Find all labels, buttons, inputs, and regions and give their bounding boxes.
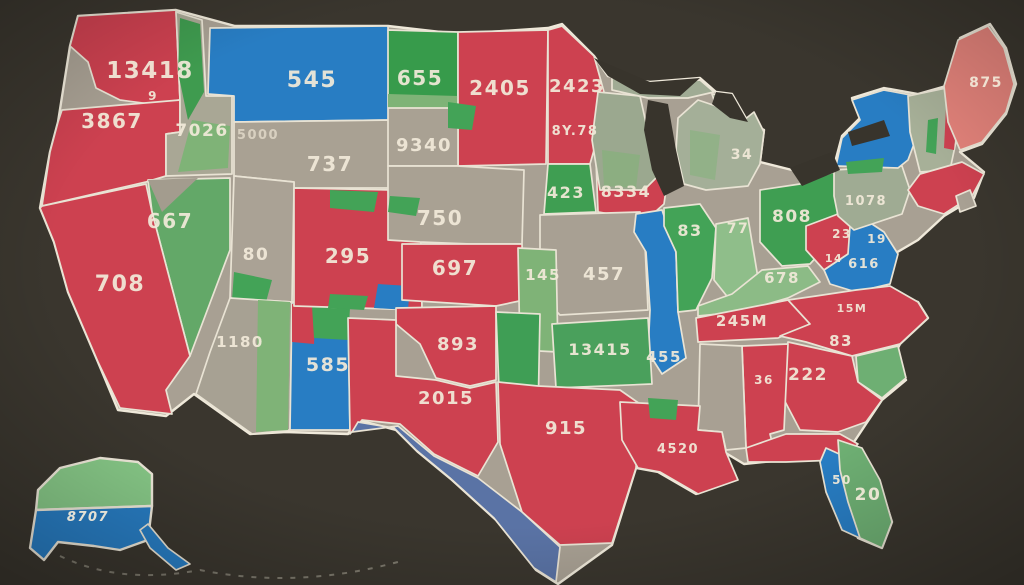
label-nevada: 667	[147, 209, 193, 233]
sublabel-wyoming: 5000	[237, 128, 279, 143]
label-texas-east: 915	[545, 418, 587, 439]
label-colorado: 295	[325, 244, 371, 268]
sublabel-washington: 9	[148, 89, 158, 103]
sublabel-north-carolina: 15M	[837, 302, 868, 315]
label-iowa: 8334	[601, 182, 652, 201]
label-new-mexico: 585	[306, 354, 350, 376]
sublabel-minnesota: 8Y.78	[552, 124, 599, 139]
label-florida-peninsula: 20	[855, 485, 882, 505]
label-maine: 875	[969, 75, 1003, 91]
label-ohio: 808	[772, 207, 812, 227]
label-pennsylvania: 1078	[845, 194, 887, 209]
sublabel-west-virginia: 14	[825, 252, 843, 265]
label-virginia: 616	[848, 257, 880, 272]
label-kentucky: 678	[764, 269, 800, 287]
label-washington: 13418	[106, 58, 194, 84]
label-missouri-west-strip: 145	[525, 266, 561, 284]
label-alaska: 8707	[67, 510, 109, 525]
label-illinois: 83	[677, 221, 702, 240]
label-louisiana: 4520	[657, 442, 699, 457]
label-oregon: 3867	[81, 109, 143, 133]
louisiana-green-patch	[648, 398, 678, 420]
arizona-green-patch	[256, 300, 290, 432]
label-wyoming: 737	[307, 152, 353, 176]
label-montana: 545	[287, 68, 337, 93]
label-idaho: 7026	[175, 121, 228, 141]
label-michigan: 34	[731, 147, 753, 163]
label-arkansas: 13415	[568, 340, 631, 359]
label-texas-west: 2015	[418, 388, 474, 409]
label-north-dakota: 655	[397, 66, 443, 90]
label-alabama: 36	[754, 373, 774, 387]
label-kansas: 697	[432, 256, 478, 280]
michigan-green-patch	[690, 130, 720, 180]
label-missouri: 457	[583, 264, 625, 285]
label-indiana: 77	[727, 221, 749, 237]
new-mexico-green-patch	[312, 306, 350, 340]
label-minnesota-south-green: 423	[547, 183, 585, 202]
vermont-green-sliver	[926, 118, 938, 154]
label-north-carolina: 83	[829, 332, 853, 350]
label-tennessee: 245M	[716, 312, 768, 330]
label-minnesota: 2423	[549, 76, 605, 97]
label-california: 708	[95, 272, 145, 297]
label-arizona: 1180	[216, 333, 264, 351]
colorado-green-patch-south	[328, 294, 368, 310]
label-south-dakota: 9340	[396, 135, 452, 156]
label-georgia: 222	[788, 365, 828, 385]
sublabel-virginia: 19	[867, 232, 887, 246]
label-nebraska: 750	[417, 206, 463, 230]
label-utah: 80	[243, 245, 270, 265]
label-minnesota-west: 2405	[469, 76, 531, 100]
label-oklahoma: 893	[437, 334, 479, 355]
label-florida-west: 50	[832, 473, 852, 487]
label-west-virginia: 23	[832, 227, 852, 241]
south-dakota-green-patch	[448, 102, 476, 130]
label-river-state: 455	[646, 348, 682, 366]
north-dakota-light-band	[388, 94, 458, 108]
